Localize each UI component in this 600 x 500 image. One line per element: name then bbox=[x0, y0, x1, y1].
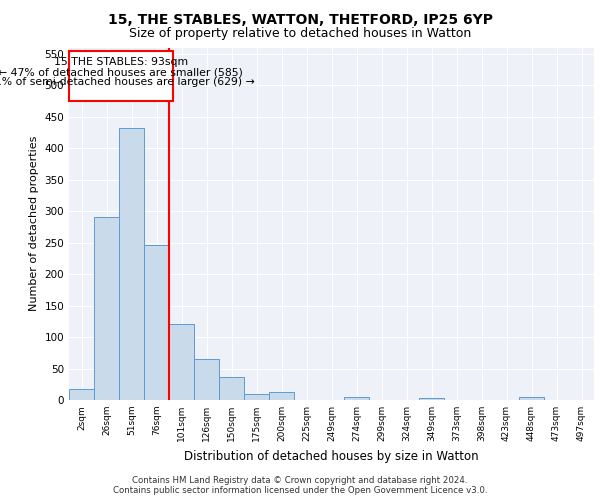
Bar bbox=[144, 244, 169, 400]
Bar bbox=[419, 398, 444, 400]
Bar bbox=[219, 378, 244, 400]
Bar bbox=[194, 359, 219, 400]
Bar bbox=[169, 324, 194, 400]
Bar bbox=[519, 397, 544, 400]
Bar bbox=[69, 388, 94, 400]
Text: 51% of semi-detached houses are larger (629) →: 51% of semi-detached houses are larger (… bbox=[0, 77, 254, 87]
Bar bbox=[344, 397, 369, 400]
FancyBboxPatch shape bbox=[69, 50, 173, 101]
Bar bbox=[119, 128, 144, 400]
Text: 15, THE STABLES, WATTON, THETFORD, IP25 6YP: 15, THE STABLES, WATTON, THETFORD, IP25 … bbox=[107, 12, 493, 26]
Text: ← 47% of detached houses are smaller (585): ← 47% of detached houses are smaller (58… bbox=[0, 67, 244, 77]
Text: 15 THE STABLES: 93sqm: 15 THE STABLES: 93sqm bbox=[54, 57, 188, 67]
Bar bbox=[94, 218, 119, 400]
Bar bbox=[244, 394, 269, 400]
Text: Size of property relative to detached houses in Watton: Size of property relative to detached ho… bbox=[129, 28, 471, 40]
Text: Contains HM Land Registry data © Crown copyright and database right 2024.
Contai: Contains HM Land Registry data © Crown c… bbox=[113, 476, 487, 495]
X-axis label: Distribution of detached houses by size in Watton: Distribution of detached houses by size … bbox=[184, 450, 479, 462]
Y-axis label: Number of detached properties: Number of detached properties bbox=[29, 136, 39, 312]
Bar bbox=[269, 392, 294, 400]
